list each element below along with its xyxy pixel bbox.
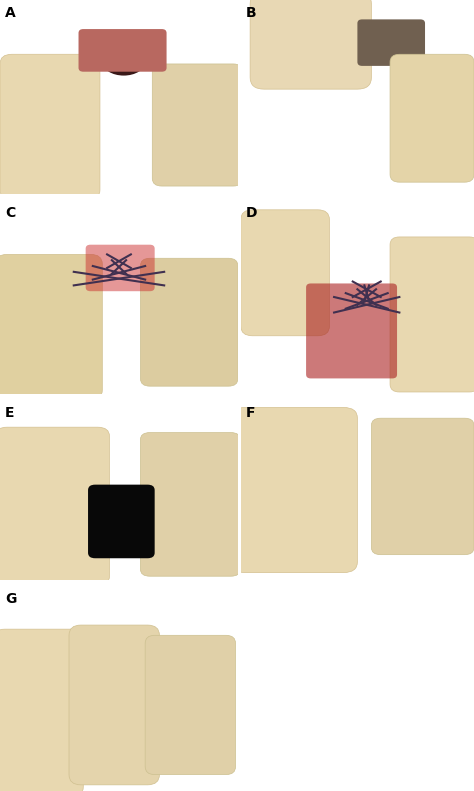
Text: D: D — [246, 206, 257, 220]
FancyBboxPatch shape — [152, 64, 243, 186]
FancyBboxPatch shape — [390, 55, 474, 182]
Text: A: A — [5, 6, 16, 20]
FancyBboxPatch shape — [0, 55, 100, 199]
FancyBboxPatch shape — [140, 433, 240, 576]
Text: C: C — [5, 206, 15, 220]
FancyBboxPatch shape — [0, 629, 83, 791]
FancyBboxPatch shape — [145, 635, 236, 774]
FancyBboxPatch shape — [372, 418, 474, 554]
FancyBboxPatch shape — [306, 283, 397, 378]
FancyBboxPatch shape — [140, 258, 238, 386]
Ellipse shape — [102, 48, 145, 76]
FancyBboxPatch shape — [86, 244, 155, 291]
FancyBboxPatch shape — [88, 485, 155, 558]
FancyBboxPatch shape — [241, 210, 329, 335]
FancyBboxPatch shape — [79, 29, 166, 72]
FancyBboxPatch shape — [69, 625, 159, 785]
FancyBboxPatch shape — [357, 19, 425, 66]
FancyBboxPatch shape — [0, 255, 102, 399]
FancyBboxPatch shape — [231, 407, 357, 573]
Text: B: B — [246, 6, 256, 20]
FancyBboxPatch shape — [250, 0, 372, 89]
Text: G: G — [5, 592, 16, 606]
Text: E: E — [5, 406, 14, 420]
FancyBboxPatch shape — [390, 237, 474, 392]
Text: F: F — [246, 406, 255, 420]
FancyBboxPatch shape — [0, 427, 109, 585]
